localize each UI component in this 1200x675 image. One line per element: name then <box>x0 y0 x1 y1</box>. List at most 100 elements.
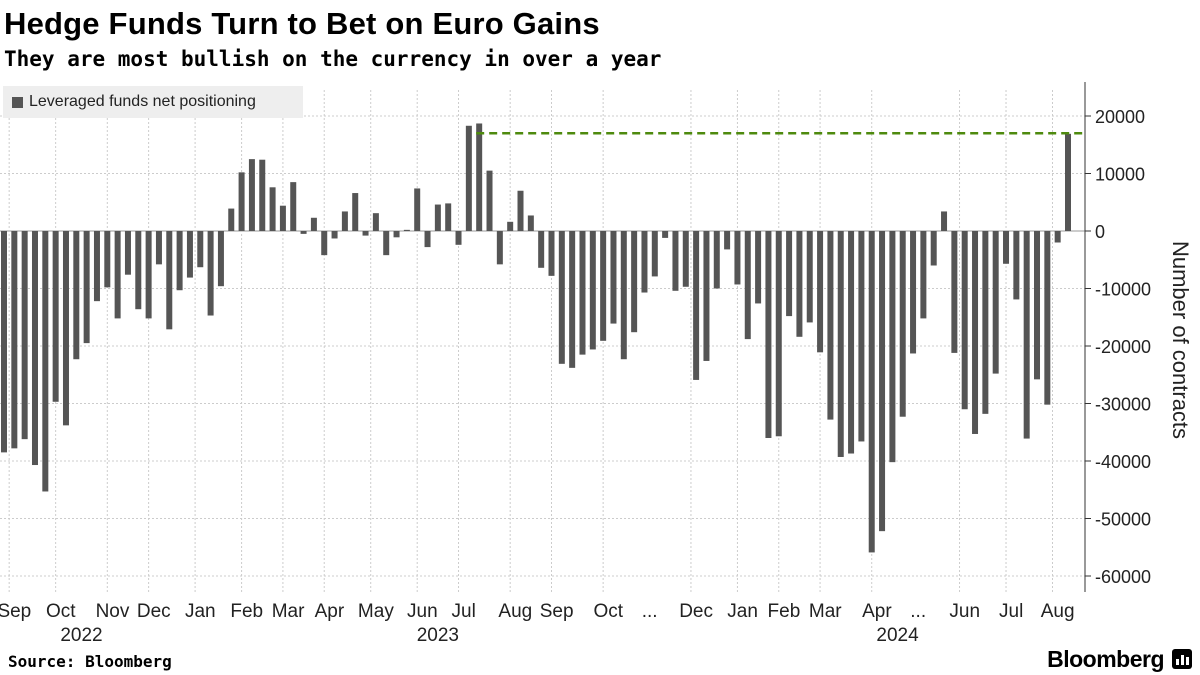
bar <box>775 231 782 437</box>
x-tick-label: Feb <box>768 601 801 622</box>
bar <box>393 231 400 238</box>
bar <box>52 231 59 402</box>
y-tick-label: -50000 <box>1095 510 1151 530</box>
bar <box>248 159 255 231</box>
bar <box>1034 231 1041 380</box>
bar <box>930 231 937 266</box>
bar <box>238 172 245 231</box>
bar <box>145 231 152 319</box>
bar <box>579 231 586 355</box>
bar <box>331 231 338 239</box>
y-tick-label: -10000 <box>1095 280 1151 300</box>
x-tick-label: Oct <box>594 601 624 622</box>
x-year-label: 2022 <box>60 625 102 646</box>
bar <box>992 231 999 374</box>
bar <box>610 231 617 324</box>
y-tick-label: 10000 <box>1095 165 1145 185</box>
source-note: Source: Bloomberg <box>8 652 172 671</box>
bar <box>765 231 772 438</box>
bar <box>600 231 607 341</box>
bar <box>848 231 855 454</box>
bar <box>713 231 720 289</box>
bar <box>310 217 317 231</box>
bar <box>414 188 421 231</box>
legend-label: Leveraged funds net positioning <box>29 93 256 110</box>
bar <box>744 231 751 340</box>
x-tick-label: Jul <box>452 601 476 622</box>
y-tick-label: -40000 <box>1095 452 1151 472</box>
bar <box>279 205 286 231</box>
bar <box>868 231 875 553</box>
bar <box>1013 231 1020 300</box>
bar <box>910 231 917 354</box>
bar <box>455 231 462 245</box>
bar <box>817 231 824 353</box>
y-axis-label: Number of contracts <box>1168 241 1193 439</box>
bar <box>527 215 534 231</box>
bar <box>362 231 369 236</box>
bar <box>1065 133 1071 231</box>
bar <box>372 213 379 231</box>
bar <box>269 187 276 231</box>
bar <box>806 231 813 323</box>
y-tick-label: -60000 <box>1095 567 1151 587</box>
bar <box>11 231 18 449</box>
x-tick-label: Aug <box>498 601 532 622</box>
x-tick-label: ... <box>642 601 658 622</box>
bar <box>982 231 989 414</box>
bar <box>734 231 741 285</box>
gridlines <box>0 90 1085 592</box>
x-tick-label: Jun <box>407 601 438 622</box>
x-tick-label: Nov <box>96 601 130 622</box>
bar <box>486 170 493 231</box>
bar <box>786 231 793 317</box>
x-tick-label: Mar <box>272 601 305 622</box>
bar <box>899 231 906 417</box>
x-tick-label: Sep <box>0 601 31 622</box>
bar <box>217 231 224 287</box>
x-tick-label: Sep <box>540 601 574 622</box>
bar <box>166 231 173 330</box>
bar <box>42 231 49 492</box>
bar <box>972 231 979 434</box>
legend-swatch <box>12 96 23 108</box>
x-tick-label: Oct <box>46 601 76 622</box>
bar <box>837 231 844 457</box>
bar <box>496 231 503 265</box>
bar <box>620 231 627 360</box>
chart-legend: Leveraged funds net positioning <box>3 86 303 118</box>
bar <box>703 231 710 361</box>
bar <box>538 231 545 268</box>
bar <box>186 231 193 278</box>
axes: 20000 10000 0 -10000 -20000 -30000 -40000 -5000… <box>0 82 1151 646</box>
x-tick-label: Aug <box>1041 601 1075 622</box>
bar <box>641 231 648 293</box>
bar <box>693 231 700 380</box>
x-tick-label: Jun <box>949 601 980 622</box>
bar <box>290 182 297 231</box>
bar <box>517 190 524 231</box>
bar <box>197 231 204 268</box>
bar <box>631 231 638 333</box>
y-tick-label: 20000 <box>1095 107 1145 127</box>
bar <box>1054 231 1061 243</box>
bar <box>228 208 235 231</box>
bar <box>83 231 90 344</box>
y-tick-label: 0 <box>1095 222 1105 242</box>
bar <box>651 231 658 277</box>
bar <box>104 231 111 288</box>
bar <box>476 123 483 231</box>
bar <box>434 204 441 231</box>
bar <box>31 231 38 466</box>
x-tick-label: Mar <box>809 601 842 622</box>
x-tick-label: May <box>358 601 394 622</box>
bar <box>124 231 131 275</box>
bar <box>589 231 596 350</box>
y-tick-label: -30000 <box>1095 395 1151 415</box>
bar <box>155 231 162 265</box>
bar <box>424 231 431 248</box>
x-tick-label: Apr <box>315 601 345 622</box>
bar <box>1003 231 1010 264</box>
y-tick-label: -20000 <box>1095 337 1151 357</box>
